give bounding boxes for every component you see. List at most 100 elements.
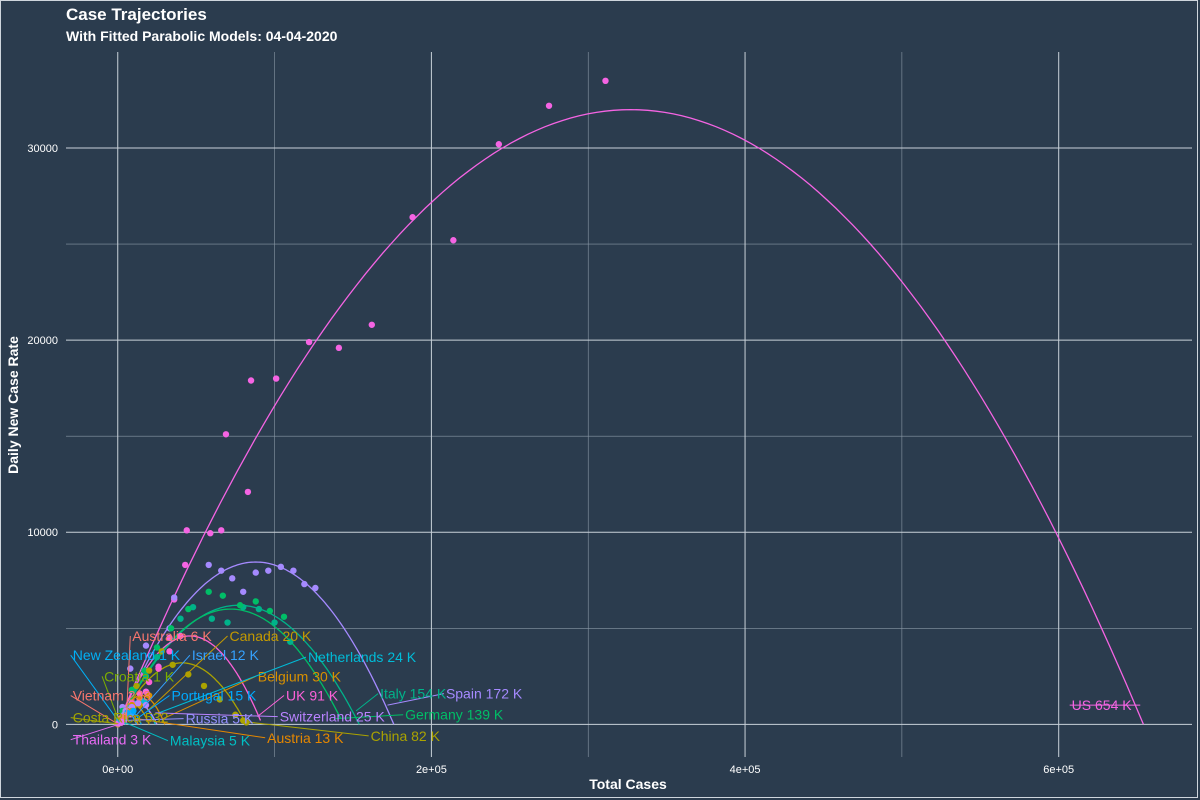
x-tick-label: 0e+00 — [102, 764, 133, 776]
data-point — [208, 615, 216, 622]
data-point — [271, 619, 278, 626]
data-point — [450, 237, 457, 244]
data-point — [545, 102, 553, 109]
label-leader-line — [136, 718, 266, 739]
series-label: Croatia 1 K — [104, 668, 175, 684]
series-label: Austria 13 K — [267, 730, 344, 746]
label-leader-line — [70, 722, 123, 741]
data-point — [142, 673, 150, 680]
series-label: China 82 K — [371, 728, 441, 744]
y-tick-label: 10000 — [27, 527, 58, 539]
series-label: Belgium 30 K — [258, 668, 342, 684]
series-label: Costa Rica 532 — [73, 710, 169, 726]
data-point — [218, 567, 225, 574]
series-label: Netherlands 24 K — [308, 649, 417, 665]
label-leader-line — [125, 635, 131, 719]
y-tick-label: 0 — [52, 719, 58, 731]
label-leader-line — [153, 656, 307, 716]
label-leader-line — [257, 695, 285, 718]
data-point — [130, 707, 137, 715]
data-point — [205, 561, 212, 569]
data-point — [266, 607, 274, 615]
chart-subtitle: With Fitted Parabolic Models: 04-04-2020 — [66, 28, 338, 44]
data-point — [153, 653, 161, 661]
data-point — [177, 615, 184, 622]
data-point — [207, 530, 214, 537]
fit-curve — [117, 561, 395, 725]
grid-lines — [66, 52, 1192, 757]
x-tick-label: 4e+05 — [730, 764, 761, 776]
data-point — [280, 613, 288, 620]
series-label: Italy 154 K — [380, 686, 447, 702]
y-tick-label: 20000 — [27, 335, 58, 347]
data-point — [240, 588, 247, 595]
data-point — [142, 642, 150, 649]
data-point — [166, 648, 173, 655]
data-point — [277, 563, 285, 571]
label-leader-line — [134, 654, 191, 717]
series-label: Russia 5 K — [186, 711, 254, 727]
data-point — [222, 431, 230, 438]
label-leader-line — [147, 635, 228, 712]
data-point — [145, 678, 153, 686]
data-point — [409, 214, 416, 221]
series-label: Thailand 3 K — [73, 732, 152, 748]
data-point — [183, 527, 190, 534]
series-label: New Zealand 1 K — [73, 647, 181, 663]
series-label: Portugal 15 K — [172, 688, 257, 704]
data-point — [219, 592, 227, 599]
data-point — [145, 692, 153, 699]
data-point — [200, 682, 208, 690]
label-leader-line — [101, 676, 120, 723]
x-tick-label: 6e+05 — [1043, 764, 1074, 776]
series-label: Australia 6 K — [132, 628, 212, 644]
data-point — [602, 77, 609, 85]
label-leader-line — [387, 693, 445, 706]
x-tick-label: 2e+05 — [416, 764, 447, 776]
label-leader-line — [70, 654, 120, 723]
data-point — [243, 719, 250, 726]
data-point — [247, 377, 255, 384]
label-leader-line — [139, 695, 170, 718]
fit-curve — [117, 608, 341, 725]
data-point — [155, 665, 162, 672]
data-point — [216, 696, 223, 703]
data-point — [185, 605, 192, 613]
label-leader-line — [155, 712, 278, 718]
data-point — [133, 682, 140, 690]
data-point — [205, 588, 212, 595]
data-point — [305, 338, 313, 346]
label-leader-line — [355, 693, 379, 712]
label-leader-line — [243, 720, 369, 737]
data-point — [290, 567, 297, 574]
data-point — [224, 619, 231, 626]
data-point — [153, 644, 161, 651]
data-point — [301, 580, 308, 588]
data-point — [185, 671, 192, 678]
data-point — [252, 569, 259, 576]
series-label: Israel 12 K — [192, 647, 260, 663]
data-point — [136, 690, 143, 697]
data-point — [287, 638, 294, 645]
y-axis-label: Daily New Case Rate — [5, 336, 21, 474]
data-point — [167, 625, 175, 632]
data-point — [141, 667, 148, 674]
data-point — [272, 375, 280, 382]
data-point — [171, 594, 178, 601]
series-label: Malaysia 5 K — [170, 733, 251, 749]
data-point — [312, 584, 319, 592]
series-label: Spain 172 K — [446, 686, 523, 702]
data-point — [145, 667, 153, 674]
data-point — [169, 661, 176, 668]
data-point — [158, 648, 165, 655]
data-point — [255, 605, 263, 613]
label-leader-line — [124, 718, 184, 722]
data-point — [229, 575, 236, 582]
data-point — [232, 711, 239, 718]
data-point — [181, 561, 189, 569]
axes: 0e+00 2e+05 4e+05 6e+05 0 10000 20000 30000 — [27, 143, 1074, 776]
label-leader-line — [335, 714, 404, 720]
data-point — [134, 700, 142, 707]
